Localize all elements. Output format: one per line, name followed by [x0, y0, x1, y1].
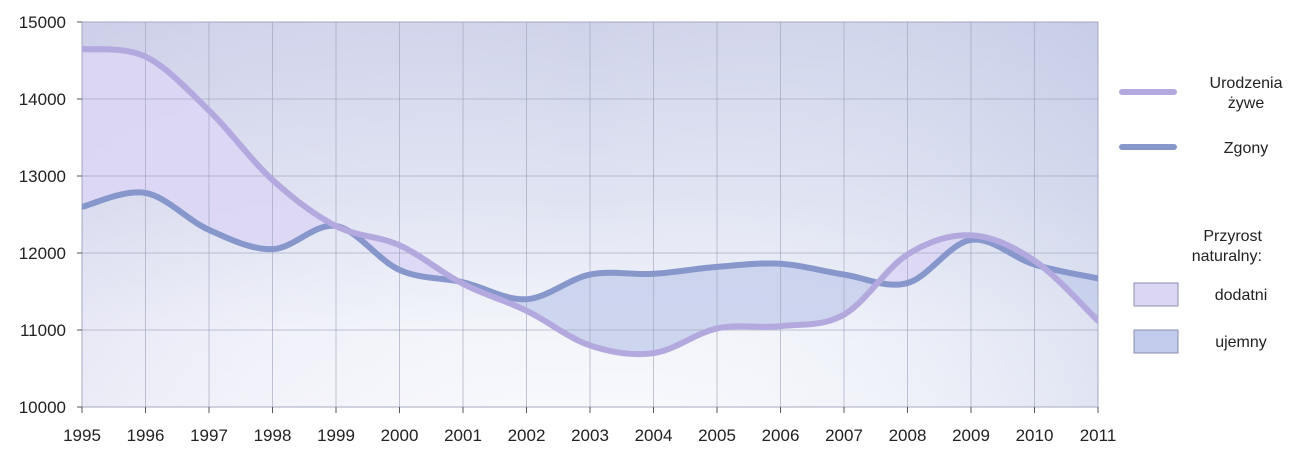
y-axis: 10000 11000 12000 13000 14000 15000: [19, 13, 82, 417]
legend: Urodzenia żywe Zgony Przyrost naturalny: doda…: [1119, 75, 1283, 354]
y-tick-label: 10000: [19, 398, 66, 417]
x-tick-label: 1997: [190, 426, 228, 445]
legend-series-label: żywe: [1228, 95, 1265, 112]
y-tick-label: 12000: [19, 244, 66, 263]
legend-series-label: Urodzenia: [1210, 75, 1283, 92]
x-tick-label: 2002: [508, 426, 546, 445]
legend-fill-title: naturalny:: [1192, 248, 1262, 265]
x-tick-label: 2008: [889, 426, 927, 445]
x-tick-label: 2005: [698, 426, 736, 445]
x-tick-label: 1995: [63, 426, 101, 445]
series-lines: [82, 45, 1098, 358]
x-tick-label: 1996: [127, 426, 165, 445]
y-tick-label: 11000: [20, 321, 66, 340]
x-tick-label: 2007: [825, 426, 863, 445]
series-line-urodzenia: [82, 45, 1098, 358]
x-tick-label: 2011: [1080, 426, 1117, 445]
y-tick-label: 15000: [19, 13, 66, 32]
x-tick-label: 2003: [571, 426, 609, 445]
grid: [81, 21, 1099, 408]
x-tick-label: 1998: [254, 426, 292, 445]
fill-dodatni-area: [349, 231, 461, 283]
x-tick-label: 2009: [952, 426, 990, 445]
x-tick-label: 2010: [1016, 426, 1054, 445]
x-tick-label: 1999: [317, 426, 355, 445]
fill-ujemny-area: [1039, 264, 1098, 321]
x-tick-label: 2001: [444, 426, 482, 445]
legend-fill-label: dodatni: [1215, 287, 1268, 304]
x-tick-label: 2000: [381, 426, 419, 445]
y-tick-label: 14000: [19, 90, 66, 109]
legend-fill-title: Przyrost: [1203, 228, 1262, 245]
x-tick-label: 2006: [762, 426, 800, 445]
legend-fill-swatch: [1133, 329, 1179, 354]
legend-fill-swatch: [1133, 282, 1179, 307]
y-tick-label: 13000: [19, 167, 66, 186]
series-line-zgony: [82, 189, 1098, 303]
x-tick-label: 2004: [635, 426, 673, 445]
x-axis: 1995 1996 1997 1998 1999 2000 2001 2002 2003 2004…: [63, 407, 1116, 445]
legend-fill-label: ujemny: [1215, 334, 1267, 351]
legend-series-label: Zgony: [1224, 140, 1268, 157]
